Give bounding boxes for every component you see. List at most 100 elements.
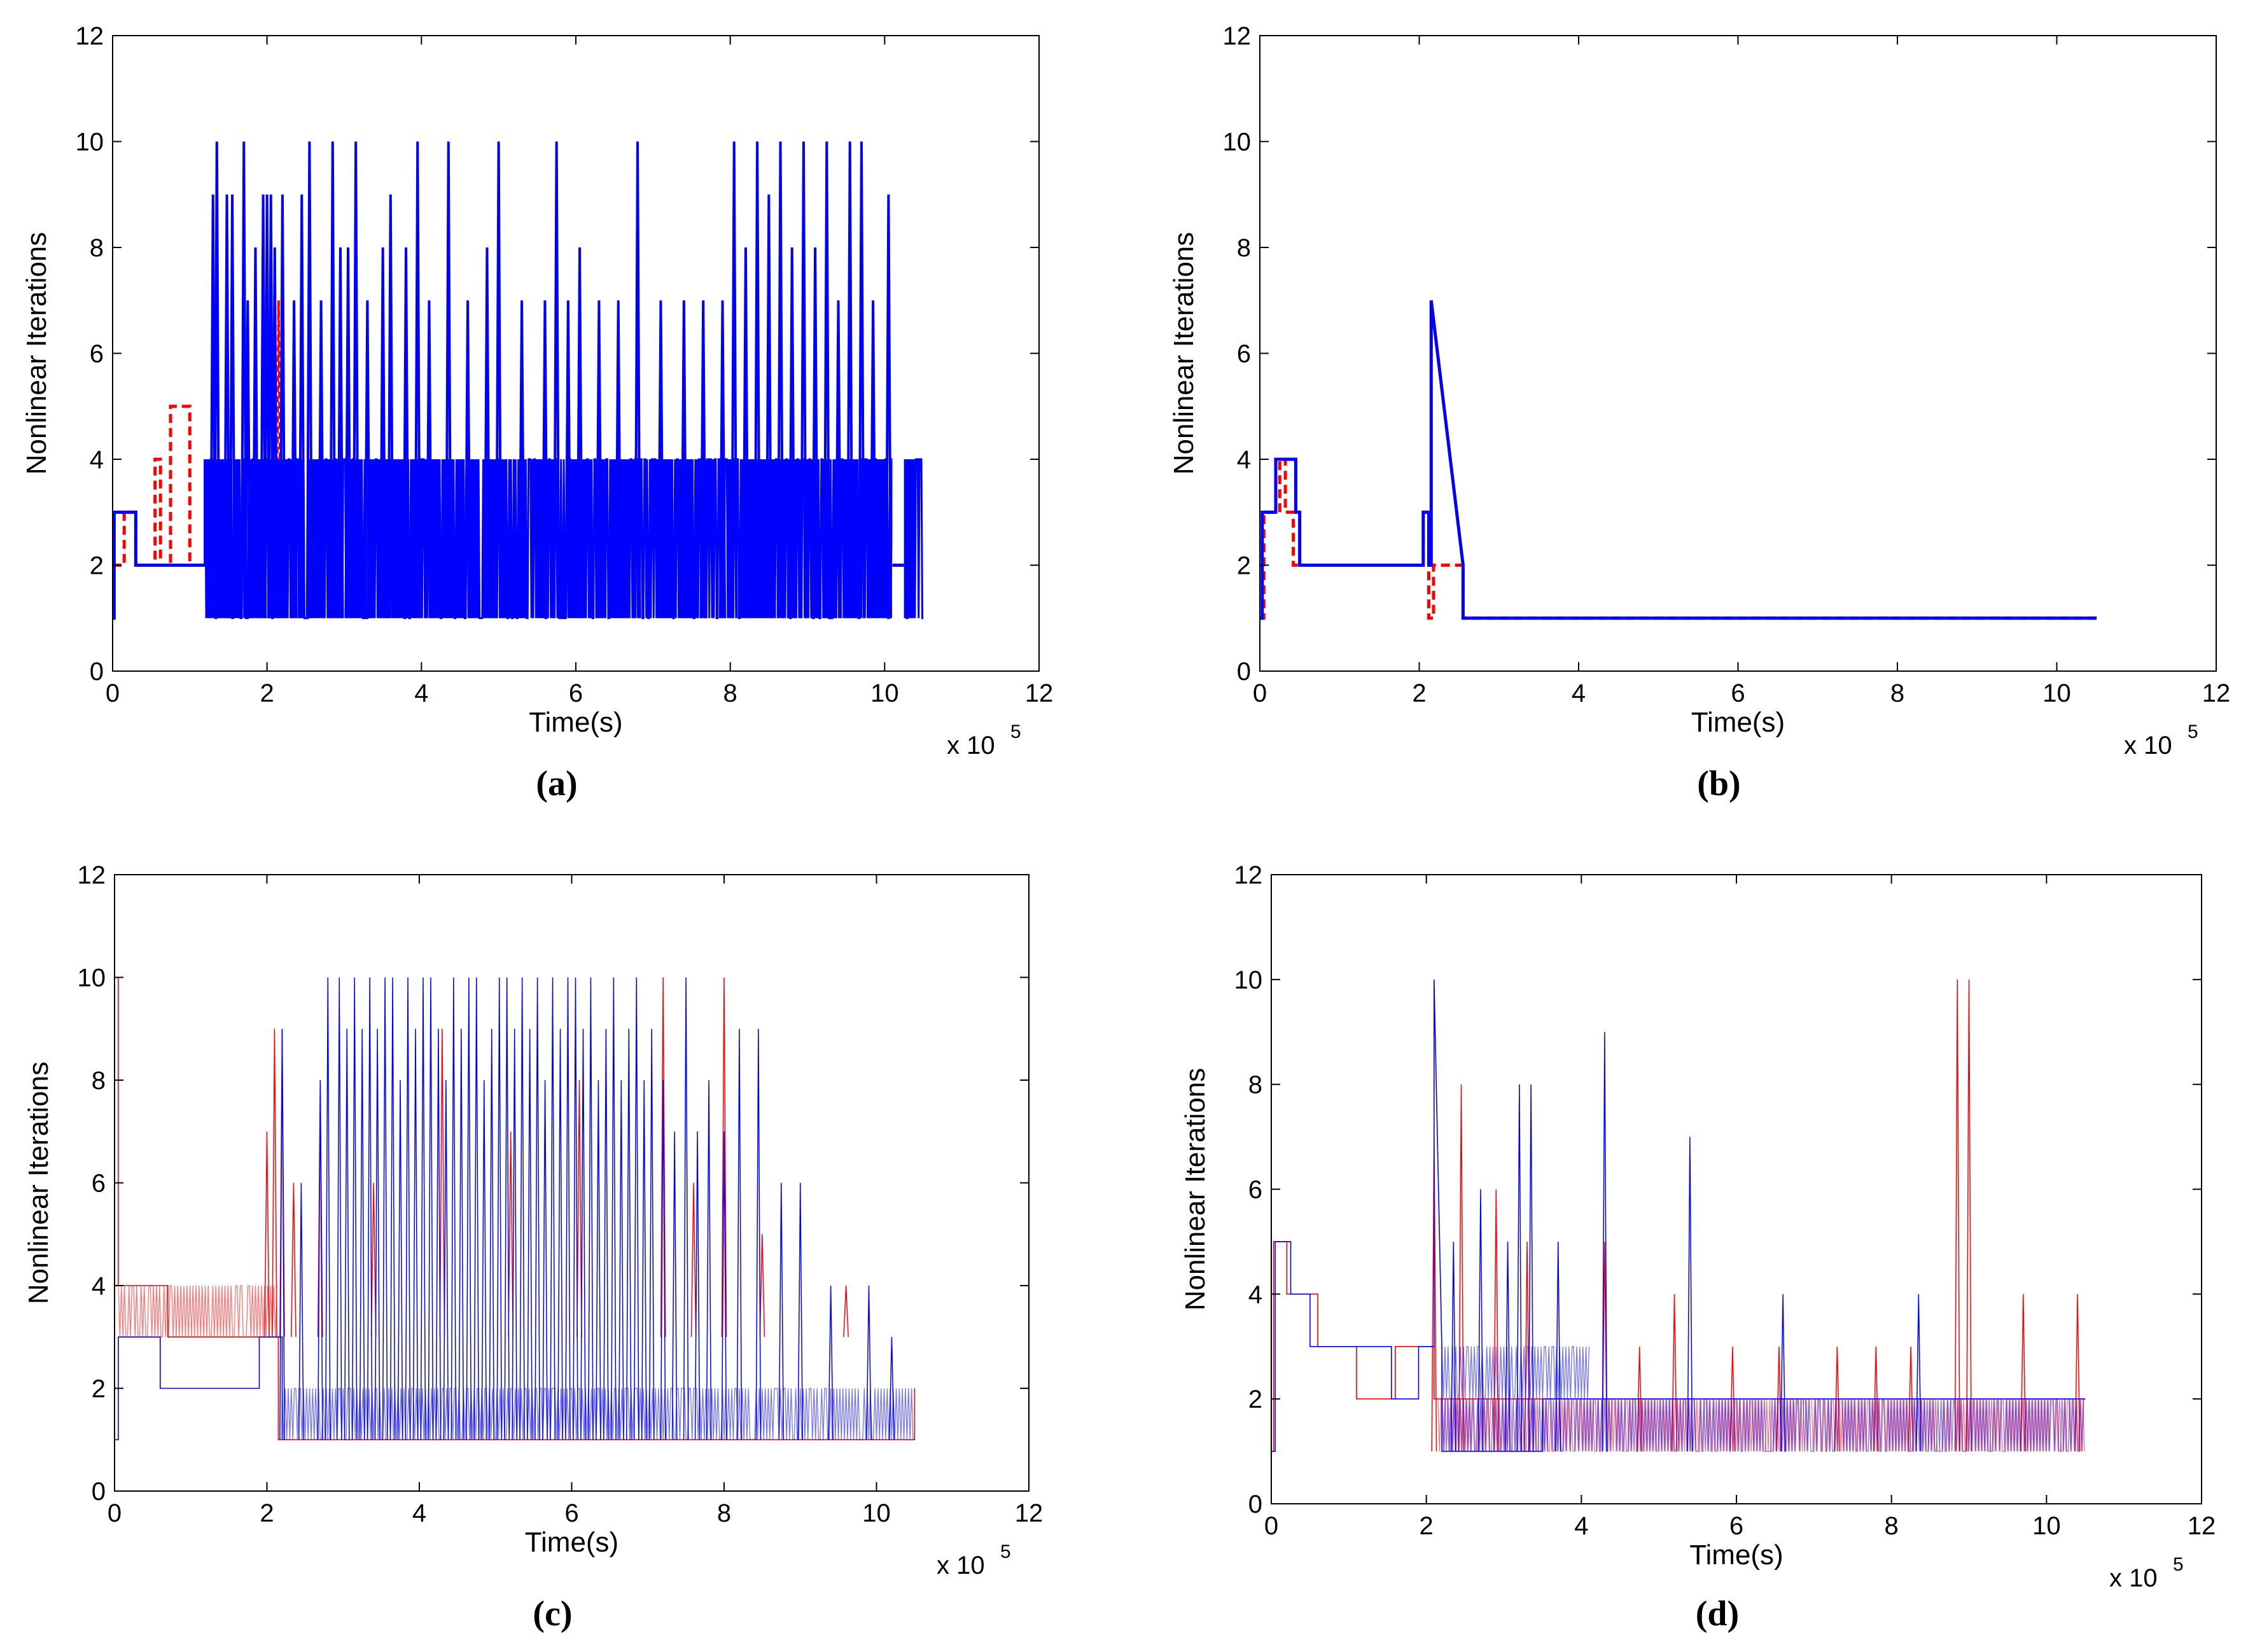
series-spike (1687, 1137, 1693, 1452)
series-band-1 (1437, 1398, 2085, 1452)
series-spike (527, 1029, 533, 1440)
x-tick-label: 2 (260, 679, 274, 707)
series-spike (359, 1029, 365, 1440)
series-spike (213, 141, 221, 618)
series-spike (450, 977, 457, 1440)
series-spike (823, 141, 830, 618)
series-band-2 (1441, 1346, 1590, 1399)
series-spike (565, 977, 571, 1440)
series-spike (397, 1079, 403, 1440)
x-tick-label: 0 (108, 1499, 122, 1527)
series-spike (904, 459, 912, 618)
x-multiplier-base: x 10 (2124, 732, 2172, 760)
series-spike (800, 141, 807, 618)
series-spike (641, 1079, 647, 1440)
x-tick-label: 6 (1729, 1512, 1743, 1540)
series-spike (615, 300, 622, 618)
series-spike (576, 247, 583, 618)
series-spike (1458, 1084, 1464, 1452)
series-spike (466, 977, 472, 1440)
series-spike (633, 977, 639, 1440)
series-line (1271, 979, 2086, 1452)
series-spike (884, 194, 893, 618)
series-spike (382, 977, 388, 1440)
series-spike (298, 194, 305, 618)
series-gap-mask (892, 458, 904, 620)
x-tick-label: 4 (412, 1499, 426, 1527)
series-line (1260, 300, 2097, 620)
series-spike (271, 247, 279, 618)
series-spike (718, 300, 727, 618)
series-blue-solid (112, 141, 923, 620)
series-spike (553, 141, 561, 618)
series-blue-solid (1260, 300, 2097, 620)
y-tick-label: 10 (1234, 966, 1263, 994)
series-spike (753, 141, 761, 618)
series-spike (389, 977, 396, 1440)
series-spike (428, 977, 434, 1440)
series-spike (251, 247, 260, 618)
x-tick-label: 10 (2042, 679, 2071, 707)
x-tick-label: 2 (260, 1499, 274, 1527)
x-multiplier: x 10 5 (2109, 1554, 2184, 1592)
y-axis-label: Nonlinear Iterations (21, 232, 52, 475)
y-tick-label: 4 (1248, 1281, 1262, 1308)
x-tick-label: 6 (569, 679, 583, 707)
chart-panel-a: 0 2 4 6 8 10 12 0 2 4 6 8 10 12 Time(s) Nonlinear Itera… (21, 22, 1053, 803)
x-multiplier: x 10 5 (2124, 721, 2198, 760)
y-tick-label: 10 (76, 128, 104, 156)
series-spike (618, 1079, 624, 1440)
series-spike (329, 141, 337, 618)
plot-area (1260, 300, 2097, 620)
series-spike (1954, 979, 1960, 1452)
y-tick-label: 8 (90, 234, 104, 262)
y-tick-label: 6 (1248, 1176, 1262, 1204)
series-spike (439, 1029, 445, 1337)
series-spike (425, 300, 433, 618)
series-spike (1528, 1084, 1534, 1452)
series-blue-thin (1271, 979, 2086, 1452)
series-spike (759, 1234, 765, 1337)
x-tick-label: 6 (564, 1499, 578, 1527)
series-spike (843, 1285, 849, 1337)
series-spike (489, 1029, 495, 1440)
y-tick-label: 12 (1223, 22, 1252, 50)
x-multiplier-exponent: 5 (2188, 721, 2198, 742)
x-tick-label: 12 (1015, 1499, 1044, 1527)
series-spike (625, 1029, 632, 1440)
series-line (112, 459, 207, 620)
series-spike (657, 300, 665, 618)
series-spike (352, 141, 360, 618)
series-spike (557, 1029, 563, 1440)
chart-panel-c: 0 2 4 6 8 10 12 0 2 4 6 8 10 12 Time(s) Nonlinear Itera… (23, 861, 1043, 1634)
x-tick-label: 8 (717, 1499, 731, 1527)
series-spike (576, 1079, 582, 1337)
x-tick-label: 10 (862, 1499, 891, 1527)
y-tick-label: 2 (90, 552, 104, 580)
series-spike (699, 300, 707, 618)
y-tick-label: 4 (92, 1272, 106, 1300)
x-multiplier-exponent: 5 (1010, 721, 1021, 742)
series-spike (680, 300, 688, 618)
series-line (1260, 457, 2097, 620)
panel-caption: (a) (536, 764, 577, 803)
series-spike (595, 300, 603, 618)
axis-ticks: 0 2 4 6 8 10 12 0 2 4 6 8 10 12 (76, 22, 1054, 707)
axes-box (1259, 35, 2217, 672)
series-spike (755, 1029, 762, 1440)
y-tick-label: 8 (1237, 234, 1251, 262)
series-spike (611, 977, 617, 1440)
series-spike (580, 1029, 586, 1440)
series-spike (846, 141, 854, 618)
series-spike (788, 247, 796, 618)
series-spike (435, 1029, 442, 1440)
series-red-dashed (1260, 457, 2097, 620)
y-tick-label: 4 (1237, 446, 1251, 474)
series-spike (1915, 1294, 1922, 1452)
series-spike (1477, 1189, 1484, 1452)
y-tick-label: 2 (1237, 552, 1251, 580)
series-spike (550, 977, 555, 1440)
axis-ticks: 0 2 4 6 8 10 12 0 2 4 6 8 10 12 (1234, 861, 2216, 1540)
x-axis-label: Time(s) (1691, 707, 1785, 738)
